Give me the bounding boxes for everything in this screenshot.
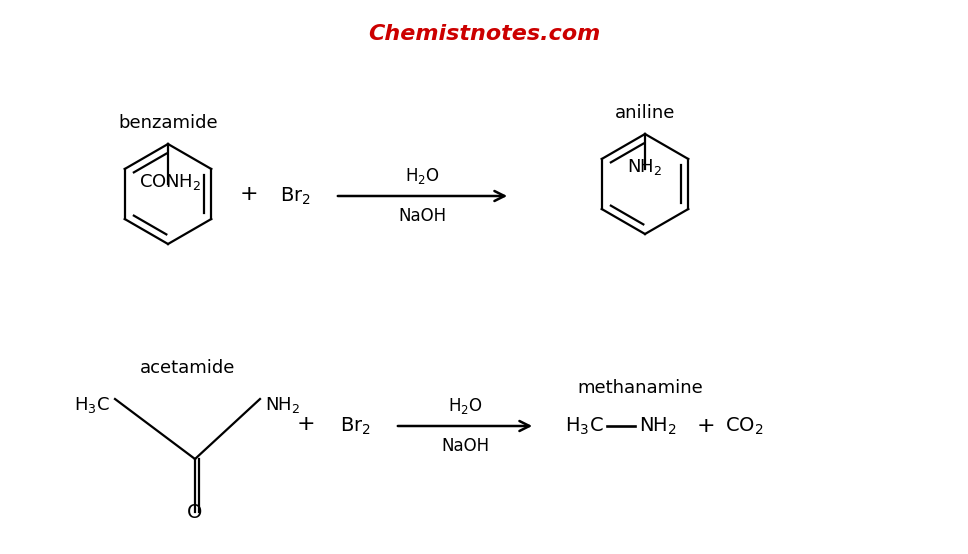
Text: H$_2$O: H$_2$O (447, 396, 482, 416)
Text: NaOH: NaOH (441, 437, 489, 455)
Text: NH$_2$: NH$_2$ (627, 157, 663, 177)
Text: acetamide: acetamide (140, 359, 235, 377)
Text: Br$_2$: Br$_2$ (280, 186, 311, 207)
Text: H$_3$C: H$_3$C (565, 416, 604, 437)
Text: methanamine: methanamine (577, 379, 703, 397)
Text: CO$_2$: CO$_2$ (725, 416, 764, 437)
Text: O: O (188, 503, 202, 522)
Text: NaOH: NaOH (399, 207, 446, 225)
Text: aniline: aniline (615, 104, 676, 122)
Text: $+$: $+$ (696, 416, 714, 436)
Text: H$_2$O: H$_2$O (406, 166, 439, 186)
Text: $+$: $+$ (239, 184, 257, 204)
Text: H$_3$C: H$_3$C (75, 395, 110, 415)
Text: CONH$_2$: CONH$_2$ (139, 172, 201, 192)
Text: Br$_2$: Br$_2$ (340, 416, 371, 437)
Text: $+$: $+$ (296, 414, 315, 434)
Text: NH$_2$: NH$_2$ (265, 395, 300, 415)
Text: Chemistnotes.com: Chemistnotes.com (368, 24, 600, 44)
Text: benzamide: benzamide (118, 114, 218, 132)
Text: NH$_2$: NH$_2$ (639, 416, 677, 437)
